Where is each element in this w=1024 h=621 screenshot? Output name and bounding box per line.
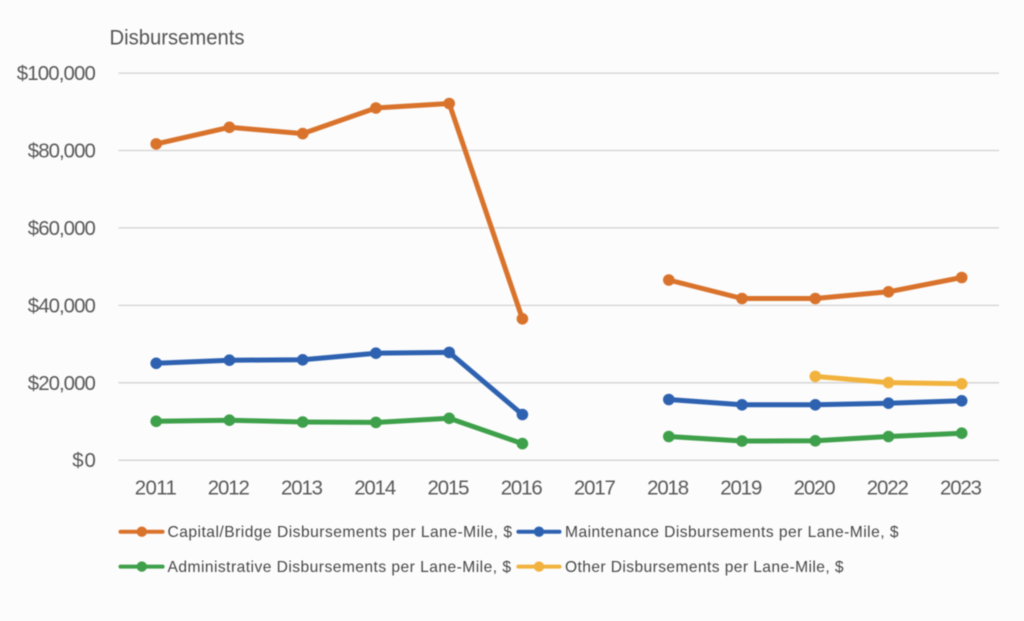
svg-text:$0: $0 xyxy=(72,450,96,472)
svg-text:2013: 2013 xyxy=(281,477,323,499)
svg-text:2022: 2022 xyxy=(867,477,909,499)
svg-text:2018: 2018 xyxy=(647,477,689,499)
svg-text:Capital/Bridge Disbursements p: Capital/Bridge Disbursements per Lane-Mi… xyxy=(168,524,513,541)
svg-text:2014: 2014 xyxy=(354,477,396,499)
svg-text:$60,000: $60,000 xyxy=(28,218,96,240)
svg-text:Administrative Disbursements p: Administrative Disbursements per Lane-Mi… xyxy=(168,559,512,576)
svg-text:Disbursements: Disbursements xyxy=(110,26,245,50)
svg-text:2011: 2011 xyxy=(135,477,177,499)
svg-text:2015: 2015 xyxy=(428,477,470,499)
svg-text:Other Disbursements per Lane-M: Other Disbursements per Lane-Mile, $ xyxy=(565,559,844,576)
svg-text:2023: 2023 xyxy=(940,477,982,499)
svg-text:2020: 2020 xyxy=(794,477,836,499)
svg-text:2012: 2012 xyxy=(208,477,250,499)
svg-text:$80,000: $80,000 xyxy=(28,141,96,163)
svg-text:2019: 2019 xyxy=(720,477,762,499)
svg-text:$100,000: $100,000 xyxy=(17,63,96,85)
svg-text:$20,000: $20,000 xyxy=(28,373,96,395)
svg-text:Maintenance Disbursements per: Maintenance Disbursements per Lane-Mile,… xyxy=(565,524,899,541)
svg-text:$40,000: $40,000 xyxy=(28,295,96,317)
svg-text:2016: 2016 xyxy=(501,477,543,499)
svg-text:2017: 2017 xyxy=(574,477,616,499)
